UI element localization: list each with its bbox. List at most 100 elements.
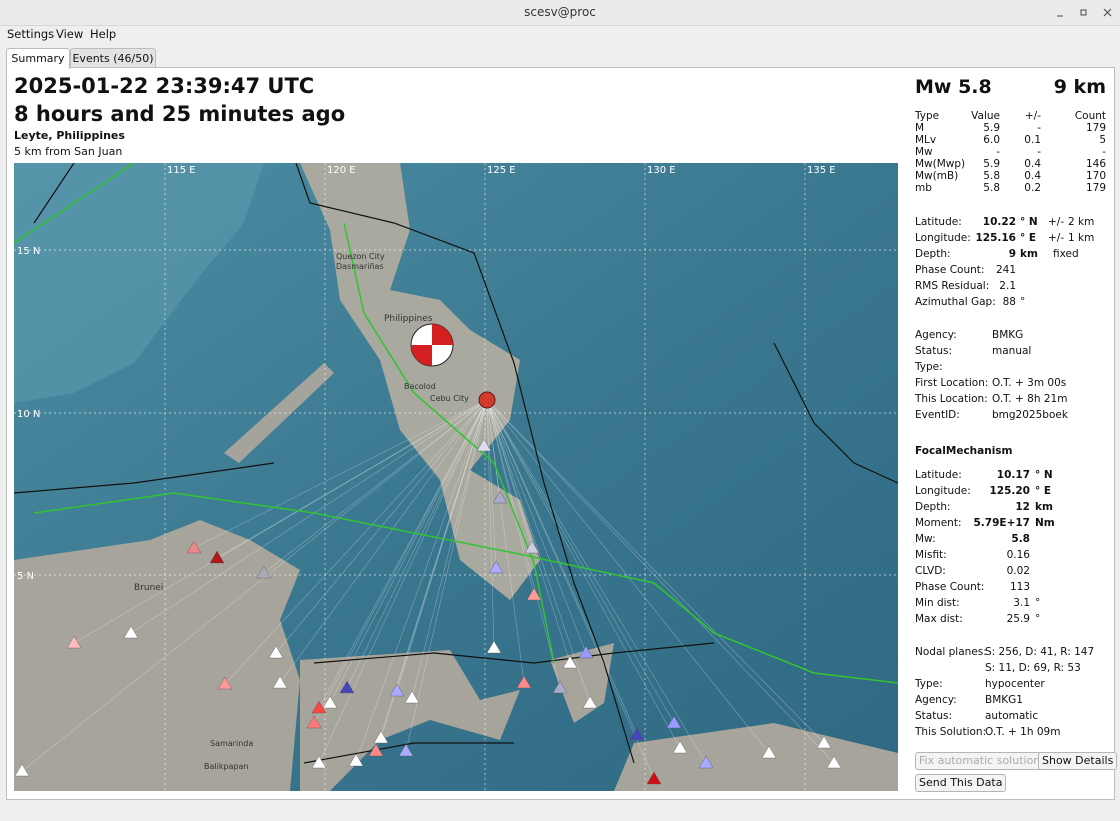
land-philippines bbox=[300, 163, 540, 600]
station bbox=[217, 676, 233, 690]
station bbox=[629, 727, 645, 741]
station bbox=[339, 680, 355, 694]
field-note: fixed bbox=[1053, 248, 1079, 260]
station bbox=[311, 700, 327, 714]
field-value: 10.17 bbox=[996, 469, 1030, 481]
send-button[interactable]: Send This Data bbox=[915, 774, 1007, 792]
table-cell: 5.9 bbox=[983, 158, 1000, 170]
fix-button[interactable]: Fix automatic solutions bbox=[915, 752, 1051, 770]
origin-time: 2025-01-22 23:39:47 UTC bbox=[14, 74, 315, 98]
field-label: This Location: bbox=[915, 393, 988, 405]
tab-events[interactable]: Events (46/50) bbox=[70, 48, 156, 68]
stations bbox=[14, 438, 842, 785]
table-cell: Mw bbox=[915, 146, 933, 158]
place-label: Samarinda bbox=[210, 739, 253, 748]
table-cell: 0.4 bbox=[1024, 170, 1041, 182]
show-details-button[interactable]: Show Details bbox=[1038, 752, 1118, 770]
magnitude: Mw 5.8 bbox=[915, 76, 992, 98]
station bbox=[526, 587, 542, 601]
maximize-button[interactable] bbox=[1080, 9, 1087, 16]
field-label: Moment: bbox=[915, 517, 962, 529]
station bbox=[698, 755, 714, 769]
field-value: S: 11, D: 69, R: 53 bbox=[985, 662, 1081, 674]
lon-label: 135 E bbox=[807, 165, 836, 176]
menu-bar bbox=[0, 26, 1120, 43]
field-label: Phase Count: bbox=[915, 264, 985, 276]
place-label: Brunei bbox=[134, 583, 163, 593]
ray bbox=[329, 399, 488, 704]
field-value: 9 bbox=[1008, 248, 1016, 260]
lat-label: 10 N bbox=[17, 409, 40, 420]
field-unit: km bbox=[1020, 248, 1038, 260]
station bbox=[256, 565, 272, 579]
ray bbox=[486, 399, 675, 724]
field-unit: ° bbox=[1035, 613, 1041, 625]
ray bbox=[355, 399, 488, 762]
station bbox=[348, 753, 364, 767]
field-value: BMKG bbox=[992, 329, 1024, 341]
station bbox=[398, 743, 414, 757]
ray bbox=[193, 399, 488, 549]
place-label: Quezon City bbox=[336, 252, 385, 261]
menu-view[interactable]: View bbox=[56, 27, 84, 41]
field-label: Latitude: bbox=[915, 216, 962, 228]
station bbox=[552, 680, 568, 694]
table-cell: 0.2 bbox=[1024, 182, 1041, 194]
field-label: First Location: bbox=[915, 377, 989, 389]
place-labels: Quezon City Dasmariñas Philippines Bacol… bbox=[134, 252, 469, 771]
field-value: manual bbox=[992, 345, 1032, 357]
table-cell: 5.9 bbox=[983, 122, 1000, 134]
field-value: 88 bbox=[1002, 296, 1016, 308]
table-cell: 5 bbox=[1099, 134, 1106, 146]
ray bbox=[318, 399, 488, 764]
station bbox=[404, 690, 420, 704]
field-unit: ° bbox=[1020, 296, 1026, 308]
field-label: Status: bbox=[915, 710, 952, 722]
field-label: Max dist: bbox=[915, 613, 963, 625]
table-cell: 5.8 bbox=[983, 182, 1000, 194]
lon-label: 115 E bbox=[167, 165, 196, 176]
station bbox=[311, 755, 327, 769]
field-label: Status: bbox=[915, 345, 952, 357]
window-controls bbox=[1057, 8, 1112, 17]
ray bbox=[486, 399, 591, 704]
station bbox=[306, 715, 322, 729]
ray bbox=[486, 399, 825, 744]
field-value: hypocenter bbox=[985, 678, 1045, 690]
shelf bbox=[14, 163, 264, 403]
ray bbox=[73, 399, 488, 644]
close-button[interactable] bbox=[1103, 8, 1112, 17]
field-label: RMS Residual: bbox=[915, 280, 990, 292]
table-cell: 179 bbox=[1085, 122, 1106, 134]
lon-label: 120 E bbox=[327, 165, 356, 176]
fault-lines bbox=[14, 163, 898, 684]
field-value: 125.20 bbox=[989, 485, 1030, 497]
ray bbox=[224, 399, 488, 685]
field-unit: ° N bbox=[1020, 216, 1038, 228]
field-unit: ° E bbox=[1020, 232, 1037, 244]
field-value: 5.8 bbox=[1011, 533, 1030, 545]
table-cell: - bbox=[1037, 146, 1041, 158]
tab-summary[interactable]: Summary bbox=[6, 48, 70, 69]
land-moluccas bbox=[550, 643, 898, 791]
lat-label: 15 N bbox=[17, 246, 40, 257]
station bbox=[492, 490, 508, 504]
field-value: BMKG1 bbox=[985, 694, 1023, 706]
ray bbox=[486, 399, 561, 689]
menu-help[interactable]: Help bbox=[90, 27, 117, 41]
place-label: Balikpapan bbox=[204, 762, 249, 771]
lon-label: 125 E bbox=[487, 165, 516, 176]
station bbox=[666, 715, 682, 729]
field-value: 241 bbox=[995, 264, 1016, 276]
table-cell: 0.4 bbox=[1024, 158, 1041, 170]
menu-settings[interactable]: Settings bbox=[7, 27, 55, 41]
table-header: Value bbox=[971, 110, 1000, 122]
ray bbox=[486, 399, 571, 664]
field-value: 0.02 bbox=[1006, 565, 1030, 577]
field-error: 1 km bbox=[1068, 232, 1095, 244]
field-value: 12 bbox=[1015, 501, 1030, 513]
station bbox=[761, 745, 777, 759]
field-value: 0.16 bbox=[1006, 549, 1030, 561]
station bbox=[578, 645, 594, 659]
field-value: 10.22 bbox=[982, 216, 1016, 228]
